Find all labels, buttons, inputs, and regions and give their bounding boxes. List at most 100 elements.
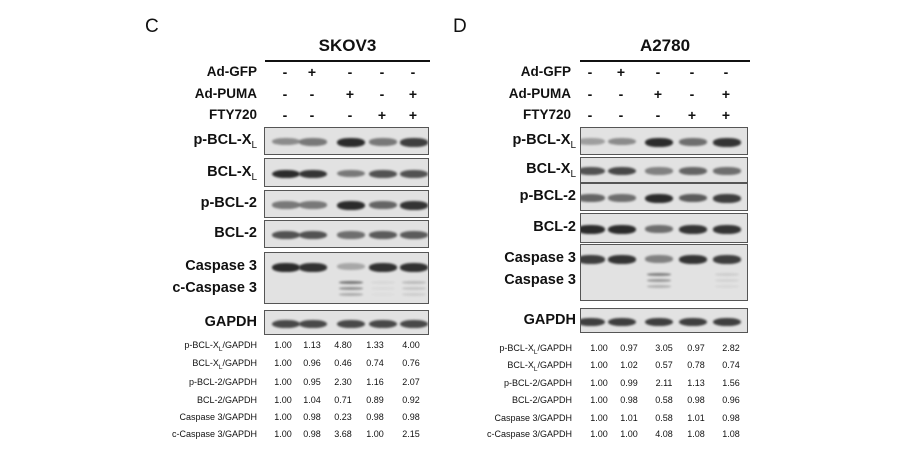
- protein-band: [337, 231, 365, 239]
- quant-value: 0.58: [655, 395, 673, 405]
- condition-label: FTY720: [208, 107, 257, 122]
- blot-label-cleaved: c-Caspase 3: [172, 280, 257, 296]
- treatment-sign: -: [282, 107, 288, 123]
- treatment-sign: -: [655, 64, 661, 80]
- quant-value: 1.00: [590, 429, 608, 439]
- blot-label: BCL-2: [214, 225, 257, 241]
- quant-row-label: c-Caspase 3/GAPDH: [487, 429, 572, 439]
- blot-label-text: BCL-X: [526, 161, 571, 177]
- treatment-sign: -: [309, 86, 315, 102]
- quant-value: 0.89: [366, 395, 384, 405]
- quant-value: 1.00: [590, 343, 608, 353]
- blot-label: BCL-XL: [207, 164, 257, 183]
- quant-value: 1.00: [590, 413, 608, 423]
- blot-image: [264, 158, 429, 187]
- blot-label-subscript: L: [251, 139, 257, 151]
- panel-letter: D: [453, 16, 467, 37]
- quant-value: 0.99: [620, 378, 638, 388]
- protein-band: [679, 167, 707, 175]
- cell-line-title: A2780: [639, 36, 691, 55]
- treatment-sign: -: [587, 107, 593, 123]
- blot-label: Caspase 3: [185, 258, 257, 274]
- quant-value: 2.07: [402, 377, 420, 387]
- protein-band: [645, 194, 673, 203]
- quant-value: 1.00: [274, 395, 292, 405]
- protein-band: [713, 255, 741, 264]
- quant-value: 1.00: [274, 377, 292, 387]
- cleaved-band: [715, 279, 739, 282]
- protein-band: [713, 225, 741, 234]
- protein-band: [369, 138, 397, 146]
- quant-value: 0.74: [722, 360, 740, 370]
- quant-value: 0.98: [620, 395, 638, 405]
- protein-band: [645, 138, 673, 147]
- protein-band: [369, 319, 397, 328]
- treatment-sign: +: [377, 107, 387, 123]
- blot-label-cleaved: Caspase 3: [504, 272, 576, 288]
- protein-band: [299, 138, 327, 146]
- quant-row-label: p-BCL-2/GAPDH: [504, 378, 572, 388]
- quant-value: 2.82: [722, 343, 740, 353]
- quant-label-text: Caspase 3/GAPDH: [494, 413, 572, 423]
- condition-label: Ad-PUMA: [194, 86, 257, 101]
- blot-image: [580, 308, 748, 333]
- quant-value: 1.01: [687, 413, 705, 423]
- treatment-sign: +: [616, 64, 626, 80]
- quant-label-text: p-BCL-X: [499, 343, 534, 353]
- protein-band: [299, 319, 327, 328]
- protein-band: [713, 317, 741, 327]
- protein-band: [272, 231, 300, 240]
- cleaved-band: [402, 281, 426, 284]
- blot-label-text: BCL-X: [207, 163, 252, 180]
- protein-band: [679, 194, 707, 203]
- quant-value: 0.57: [655, 360, 673, 370]
- quant-value: 0.23: [334, 412, 352, 422]
- protein-band: [608, 194, 636, 202]
- blot-image: [580, 244, 748, 301]
- protein-band: [713, 194, 741, 203]
- quant-value: 1.08: [722, 429, 740, 439]
- protein-band: [713, 167, 741, 175]
- quant-row-label: BCL-XL/GAPDH: [507, 360, 572, 373]
- treatment-sign: -: [309, 107, 315, 123]
- treatment-sign: +: [653, 86, 663, 102]
- cleaved-band: [715, 273, 739, 276]
- protein-band: [581, 225, 605, 234]
- quant-label-text: BCL-2/GAPDH: [511, 395, 572, 405]
- protein-band: [581, 317, 605, 327]
- protein-band: [272, 263, 300, 272]
- quant-value: 1.16: [366, 377, 384, 387]
- quant-value: 4.80: [334, 340, 352, 350]
- quant-value: 0.98: [303, 412, 321, 422]
- cell-line-underline: [580, 60, 750, 62]
- blot-label: BCL-XL: [526, 161, 576, 180]
- protein-band: [400, 319, 428, 328]
- cleaved-band: [647, 279, 671, 282]
- quant-value: 0.96: [722, 395, 740, 405]
- quant-value: 0.58: [655, 413, 673, 423]
- quant-value: 1.00: [620, 429, 638, 439]
- treatment-sign: +: [345, 86, 355, 102]
- cell-line-underline: [265, 60, 430, 62]
- protein-band: [400, 138, 428, 147]
- protein-band: [369, 169, 397, 178]
- treatment-sign: +: [721, 86, 731, 102]
- quant-value: 1.13: [303, 340, 321, 350]
- quant-row-label: BCL-2/GAPDH: [512, 395, 572, 405]
- quant-label-subscript: L: [218, 363, 223, 371]
- treatment-sign: +: [408, 86, 418, 102]
- quant-value: 0.98: [687, 395, 705, 405]
- protein-band: [337, 319, 365, 328]
- quant-value: 1.00: [274, 429, 292, 439]
- quant-label-tail: /GAPDH: [537, 360, 572, 370]
- quant-value: 0.96: [303, 358, 321, 368]
- quant-row-label: c-Caspase 3/GAPDH: [172, 429, 257, 439]
- blot-label: p-BCL-XL: [193, 132, 257, 151]
- cell-line-title: SKOV3: [318, 36, 377, 55]
- protein-band: [272, 201, 300, 209]
- protein-band: [369, 231, 397, 240]
- protein-band: [272, 169, 300, 179]
- quant-label-tail: /GAPDH: [537, 343, 572, 353]
- quant-label-tail: /GAPDH: [222, 340, 257, 350]
- protein-band: [608, 138, 636, 146]
